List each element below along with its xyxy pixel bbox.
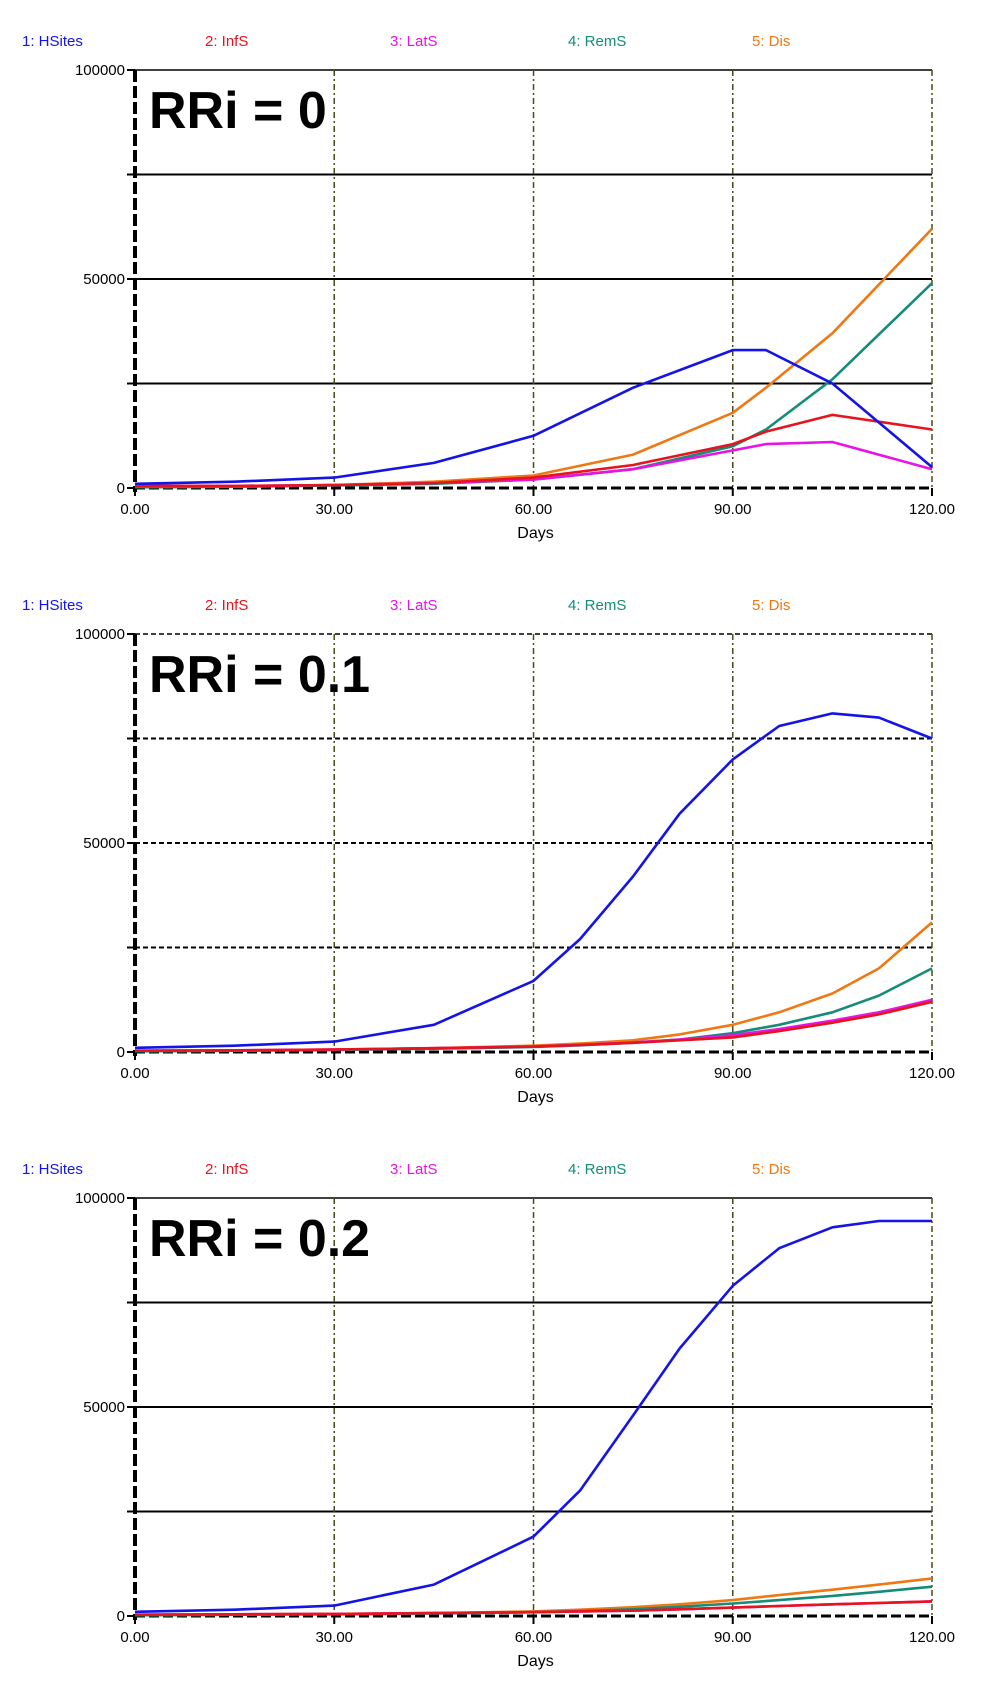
y-tick-label: 0 <box>117 1044 125 1061</box>
y-tick-label: 0 <box>117 1608 125 1625</box>
series-line-2 <box>134 1000 933 1053</box>
chart-panel-2: 1: HSites 2: InfS 3: LatS 4: RemS 5: Dis 0 500… <box>0 564 1000 1129</box>
x-tick-label: 30.00 <box>315 1065 353 1082</box>
chart-svg-1: 1: HSites 2: InfS 3: LatS 4: RemS 5: Dis 0 500… <box>22 33 955 542</box>
legend-entry: 5: Dis <box>752 33 790 50</box>
legend-entry: 5: Dis <box>752 597 790 614</box>
rri-annotation: RRi = 0.2 <box>149 1210 370 1268</box>
x-tick-label: 60.00 <box>515 1629 553 1646</box>
x-tick-label: 90.00 <box>714 501 752 518</box>
legend-entry: 2: InfS <box>205 1161 248 1178</box>
x-tick-label: 120.00 <box>909 501 955 518</box>
legend-entry: 4: RemS <box>568 1161 626 1178</box>
y-tick-label: 50000 <box>83 271 125 288</box>
x-tick-label: 0.00 <box>120 1065 149 1082</box>
legend-entry: 3: LatS <box>390 597 438 614</box>
x-axis-label: Days <box>517 1653 553 1670</box>
series-line-1 <box>134 348 933 486</box>
legend-entry: 4: RemS <box>568 597 626 614</box>
y-tick-label: 50000 <box>83 835 125 852</box>
y-tick-label: 50000 <box>83 1399 125 1416</box>
legend-entry: 3: LatS <box>390 1161 438 1178</box>
chart-svg-3: 1: HSites 2: InfS 3: LatS 4: RemS 5: Dis 0 500… <box>22 1161 955 1670</box>
x-tick-label: 120.00 <box>909 1065 955 1082</box>
x-tick-label: 30.00 <box>315 1629 353 1646</box>
legend-entry: 5: Dis <box>752 1161 790 1178</box>
rri-annotation: RRi = 0 <box>149 82 327 140</box>
y-tick-label: 100000 <box>75 1190 125 1207</box>
series-line-1 <box>134 712 933 1050</box>
y-tick-label: 0 <box>117 480 125 497</box>
x-tick-label: 120.00 <box>909 1629 955 1646</box>
legend-entry: 4: RemS <box>568 33 626 50</box>
y-tick-label: 100000 <box>75 62 125 79</box>
x-axis-label: Days <box>517 525 553 542</box>
series-line-1 <box>134 1219 932 1614</box>
x-tick-label: 30.00 <box>315 501 353 518</box>
rri-annotation: RRi = 0.1 <box>149 646 370 704</box>
x-tick-label: 60.00 <box>515 501 553 518</box>
series-line-2 <box>134 1600 933 1617</box>
x-axis-label: Days <box>517 1089 553 1106</box>
series-line-2 <box>135 413 933 488</box>
legend-entry: 1: HSites <box>22 1161 83 1178</box>
x-tick-label: 90.00 <box>714 1065 752 1082</box>
chart-panel-1: 1: HSites 2: InfS 3: LatS 4: RemS 5: Dis 0 500… <box>0 0 1000 565</box>
legend-entry: 1: HSites <box>22 33 83 50</box>
x-tick-label: 90.00 <box>714 1629 752 1646</box>
legend-entry: 1: HSites <box>22 597 83 614</box>
legend-entry: 2: InfS <box>205 597 248 614</box>
legend-entry: 3: LatS <box>390 33 438 50</box>
legend-entry: 2: InfS <box>205 33 248 50</box>
chart-svg-2: 1: HSites 2: InfS 3: LatS 4: RemS 5: Dis 0 500… <box>22 597 955 1106</box>
x-tick-label: 60.00 <box>515 1065 553 1082</box>
chart-panel-3: 1: HSites 2: InfS 3: LatS 4: RemS 5: Dis 0 500… <box>0 1128 1000 1693</box>
x-tick-label: 0.00 <box>120 1629 149 1646</box>
x-tick-label: 0.00 <box>120 501 149 518</box>
y-tick-label: 100000 <box>75 626 125 643</box>
